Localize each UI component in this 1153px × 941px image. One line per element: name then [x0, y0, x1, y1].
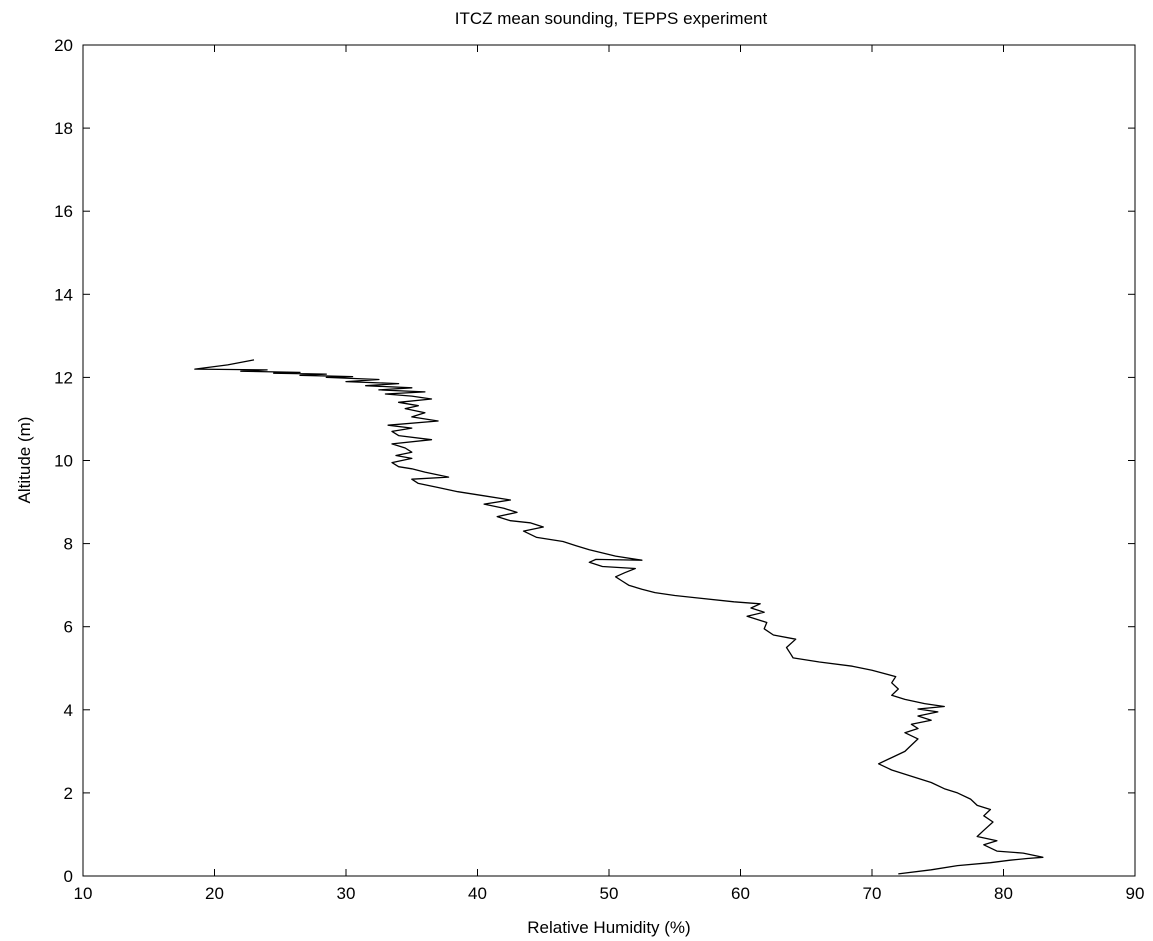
y-tick-label: 20 — [54, 36, 73, 55]
y-tick-label: 16 — [54, 202, 73, 221]
x-axis-label: Relative Humidity (%) — [527, 918, 690, 937]
x-tick-label: 30 — [337, 884, 356, 903]
x-tick-label: 20 — [205, 884, 224, 903]
x-tick-label: 50 — [600, 884, 619, 903]
y-tick-label: 18 — [54, 119, 73, 138]
y-tick-label: 6 — [64, 618, 73, 637]
series-layer — [194, 359, 1044, 875]
chart-title: ITCZ mean sounding, TEPPS experiment — [455, 9, 768, 28]
y-tick-label: 4 — [64, 701, 73, 720]
y-axis-label: Altitude (m) — [15, 417, 34, 504]
plot-area — [82, 44, 1136, 877]
y-tick-label: 8 — [64, 535, 73, 554]
x-tick-label: 60 — [731, 884, 750, 903]
x-tick-label: 80 — [994, 884, 1013, 903]
y-axis: 0 2 4 6 8 10 12 14 16 18 20 — [54, 36, 1135, 886]
y-tick-label: 0 — [64, 867, 73, 886]
y-tick-label: 12 — [54, 368, 73, 387]
y-tick-label: 10 — [54, 452, 73, 471]
x-axis: 10 20 30 40 50 60 70 80 90 — [74, 45, 1145, 903]
series-line-1 — [194, 359, 1044, 875]
y-tick-label: 2 — [64, 784, 73, 803]
x-tick-label: 40 — [468, 884, 487, 903]
x-tick-label: 70 — [863, 884, 882, 903]
y-tick-label: 14 — [54, 285, 73, 304]
x-tick-label: 90 — [1126, 884, 1145, 903]
x-tick-label: 10 — [74, 884, 93, 903]
